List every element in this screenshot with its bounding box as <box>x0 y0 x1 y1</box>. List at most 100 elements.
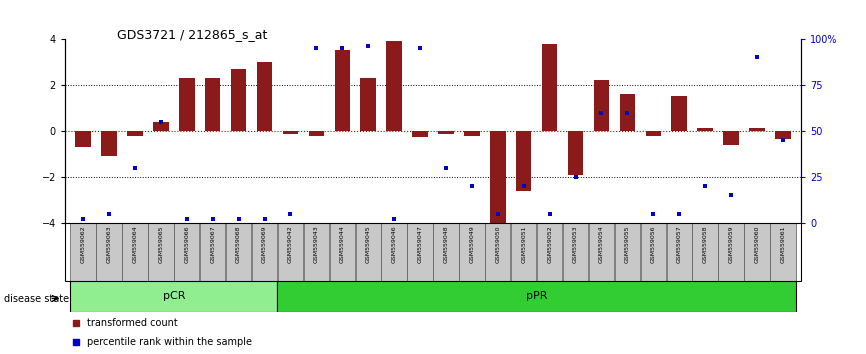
Bar <box>412 131 428 137</box>
Point <box>335 45 349 51</box>
Text: GSM559050: GSM559050 <box>495 225 501 263</box>
Text: GSM559059: GSM559059 <box>728 225 734 263</box>
Text: percentile rank within the sample: percentile rank within the sample <box>87 337 252 347</box>
Bar <box>200 223 225 281</box>
Bar <box>256 62 272 131</box>
Point <box>698 183 712 189</box>
Bar <box>75 131 91 147</box>
Bar <box>485 223 510 281</box>
Bar <box>749 127 765 131</box>
Point <box>724 193 738 198</box>
Point <box>569 174 583 180</box>
Point <box>257 217 271 222</box>
Text: GSM559056: GSM559056 <box>651 225 656 263</box>
Point <box>646 211 660 217</box>
Text: GSM559048: GSM559048 <box>443 225 449 263</box>
Bar <box>542 44 558 131</box>
Point <box>206 217 220 222</box>
Text: GSM559045: GSM559045 <box>365 225 371 263</box>
Bar <box>252 223 277 281</box>
Bar <box>438 131 454 135</box>
Text: GSM559063: GSM559063 <box>107 225 112 263</box>
Text: transformed count: transformed count <box>87 318 178 329</box>
Bar <box>407 223 433 281</box>
Point <box>595 110 609 115</box>
Bar <box>226 223 251 281</box>
Point <box>776 137 790 143</box>
Bar <box>101 131 117 156</box>
Point <box>128 165 142 171</box>
Point <box>543 211 557 217</box>
Bar <box>277 281 796 312</box>
Bar <box>174 223 199 281</box>
Bar <box>667 223 692 281</box>
Bar <box>433 223 459 281</box>
Bar <box>153 122 169 131</box>
Bar <box>697 127 713 131</box>
Text: GSM559053: GSM559053 <box>573 225 578 263</box>
Point <box>387 217 401 222</box>
Text: GSM559068: GSM559068 <box>236 225 241 263</box>
Point <box>283 211 297 217</box>
Text: GSM559066: GSM559066 <box>184 225 190 263</box>
Bar <box>770 223 796 281</box>
Text: GSM559043: GSM559043 <box>313 225 319 263</box>
Bar <box>127 131 143 136</box>
Text: GSM559060: GSM559060 <box>754 225 759 263</box>
Point <box>232 217 246 222</box>
Bar <box>511 223 536 281</box>
Bar <box>334 50 350 131</box>
Point <box>76 217 90 222</box>
Point <box>361 44 375 49</box>
Text: GSM559042: GSM559042 <box>288 225 293 263</box>
Bar <box>641 223 666 281</box>
Bar <box>645 131 661 136</box>
Point <box>309 45 323 51</box>
Bar <box>744 223 770 281</box>
Bar <box>537 223 562 281</box>
Bar <box>619 94 635 131</box>
Text: GSM559069: GSM559069 <box>262 225 267 263</box>
Bar <box>615 223 640 281</box>
Bar <box>719 223 744 281</box>
Text: GSM559055: GSM559055 <box>625 225 630 263</box>
Text: pPR: pPR <box>526 291 547 302</box>
Bar <box>490 131 506 223</box>
Bar <box>775 131 791 139</box>
Bar <box>96 223 122 281</box>
Bar <box>278 223 303 281</box>
Text: pCR: pCR <box>163 291 185 302</box>
Bar <box>563 223 588 281</box>
Point <box>439 165 453 171</box>
Bar <box>148 223 173 281</box>
Text: GSM559067: GSM559067 <box>210 225 215 263</box>
Point <box>750 55 764 60</box>
Bar <box>594 80 610 131</box>
Bar <box>122 223 147 281</box>
Text: GSM559052: GSM559052 <box>547 225 553 263</box>
Bar <box>568 131 584 175</box>
Text: disease state: disease state <box>4 294 69 304</box>
Point <box>102 211 116 217</box>
Point <box>180 217 194 222</box>
Bar <box>516 131 532 191</box>
Point <box>672 211 686 217</box>
Point <box>154 119 168 125</box>
Text: GSM559062: GSM559062 <box>81 225 86 263</box>
Bar <box>70 223 96 281</box>
Text: GDS3721 / 212865_s_at: GDS3721 / 212865_s_at <box>117 28 268 41</box>
Bar <box>70 281 277 312</box>
Text: GSM559044: GSM559044 <box>339 225 345 263</box>
Bar <box>459 223 485 281</box>
Text: GSM559058: GSM559058 <box>702 225 708 263</box>
Text: GSM559054: GSM559054 <box>599 225 604 263</box>
Bar <box>671 97 687 131</box>
Point <box>413 45 427 51</box>
Bar <box>356 223 381 281</box>
Point <box>465 183 479 189</box>
Bar <box>381 223 407 281</box>
Bar <box>464 131 480 136</box>
Text: GSM559057: GSM559057 <box>676 225 682 263</box>
Bar <box>304 223 329 281</box>
Point <box>517 183 531 189</box>
